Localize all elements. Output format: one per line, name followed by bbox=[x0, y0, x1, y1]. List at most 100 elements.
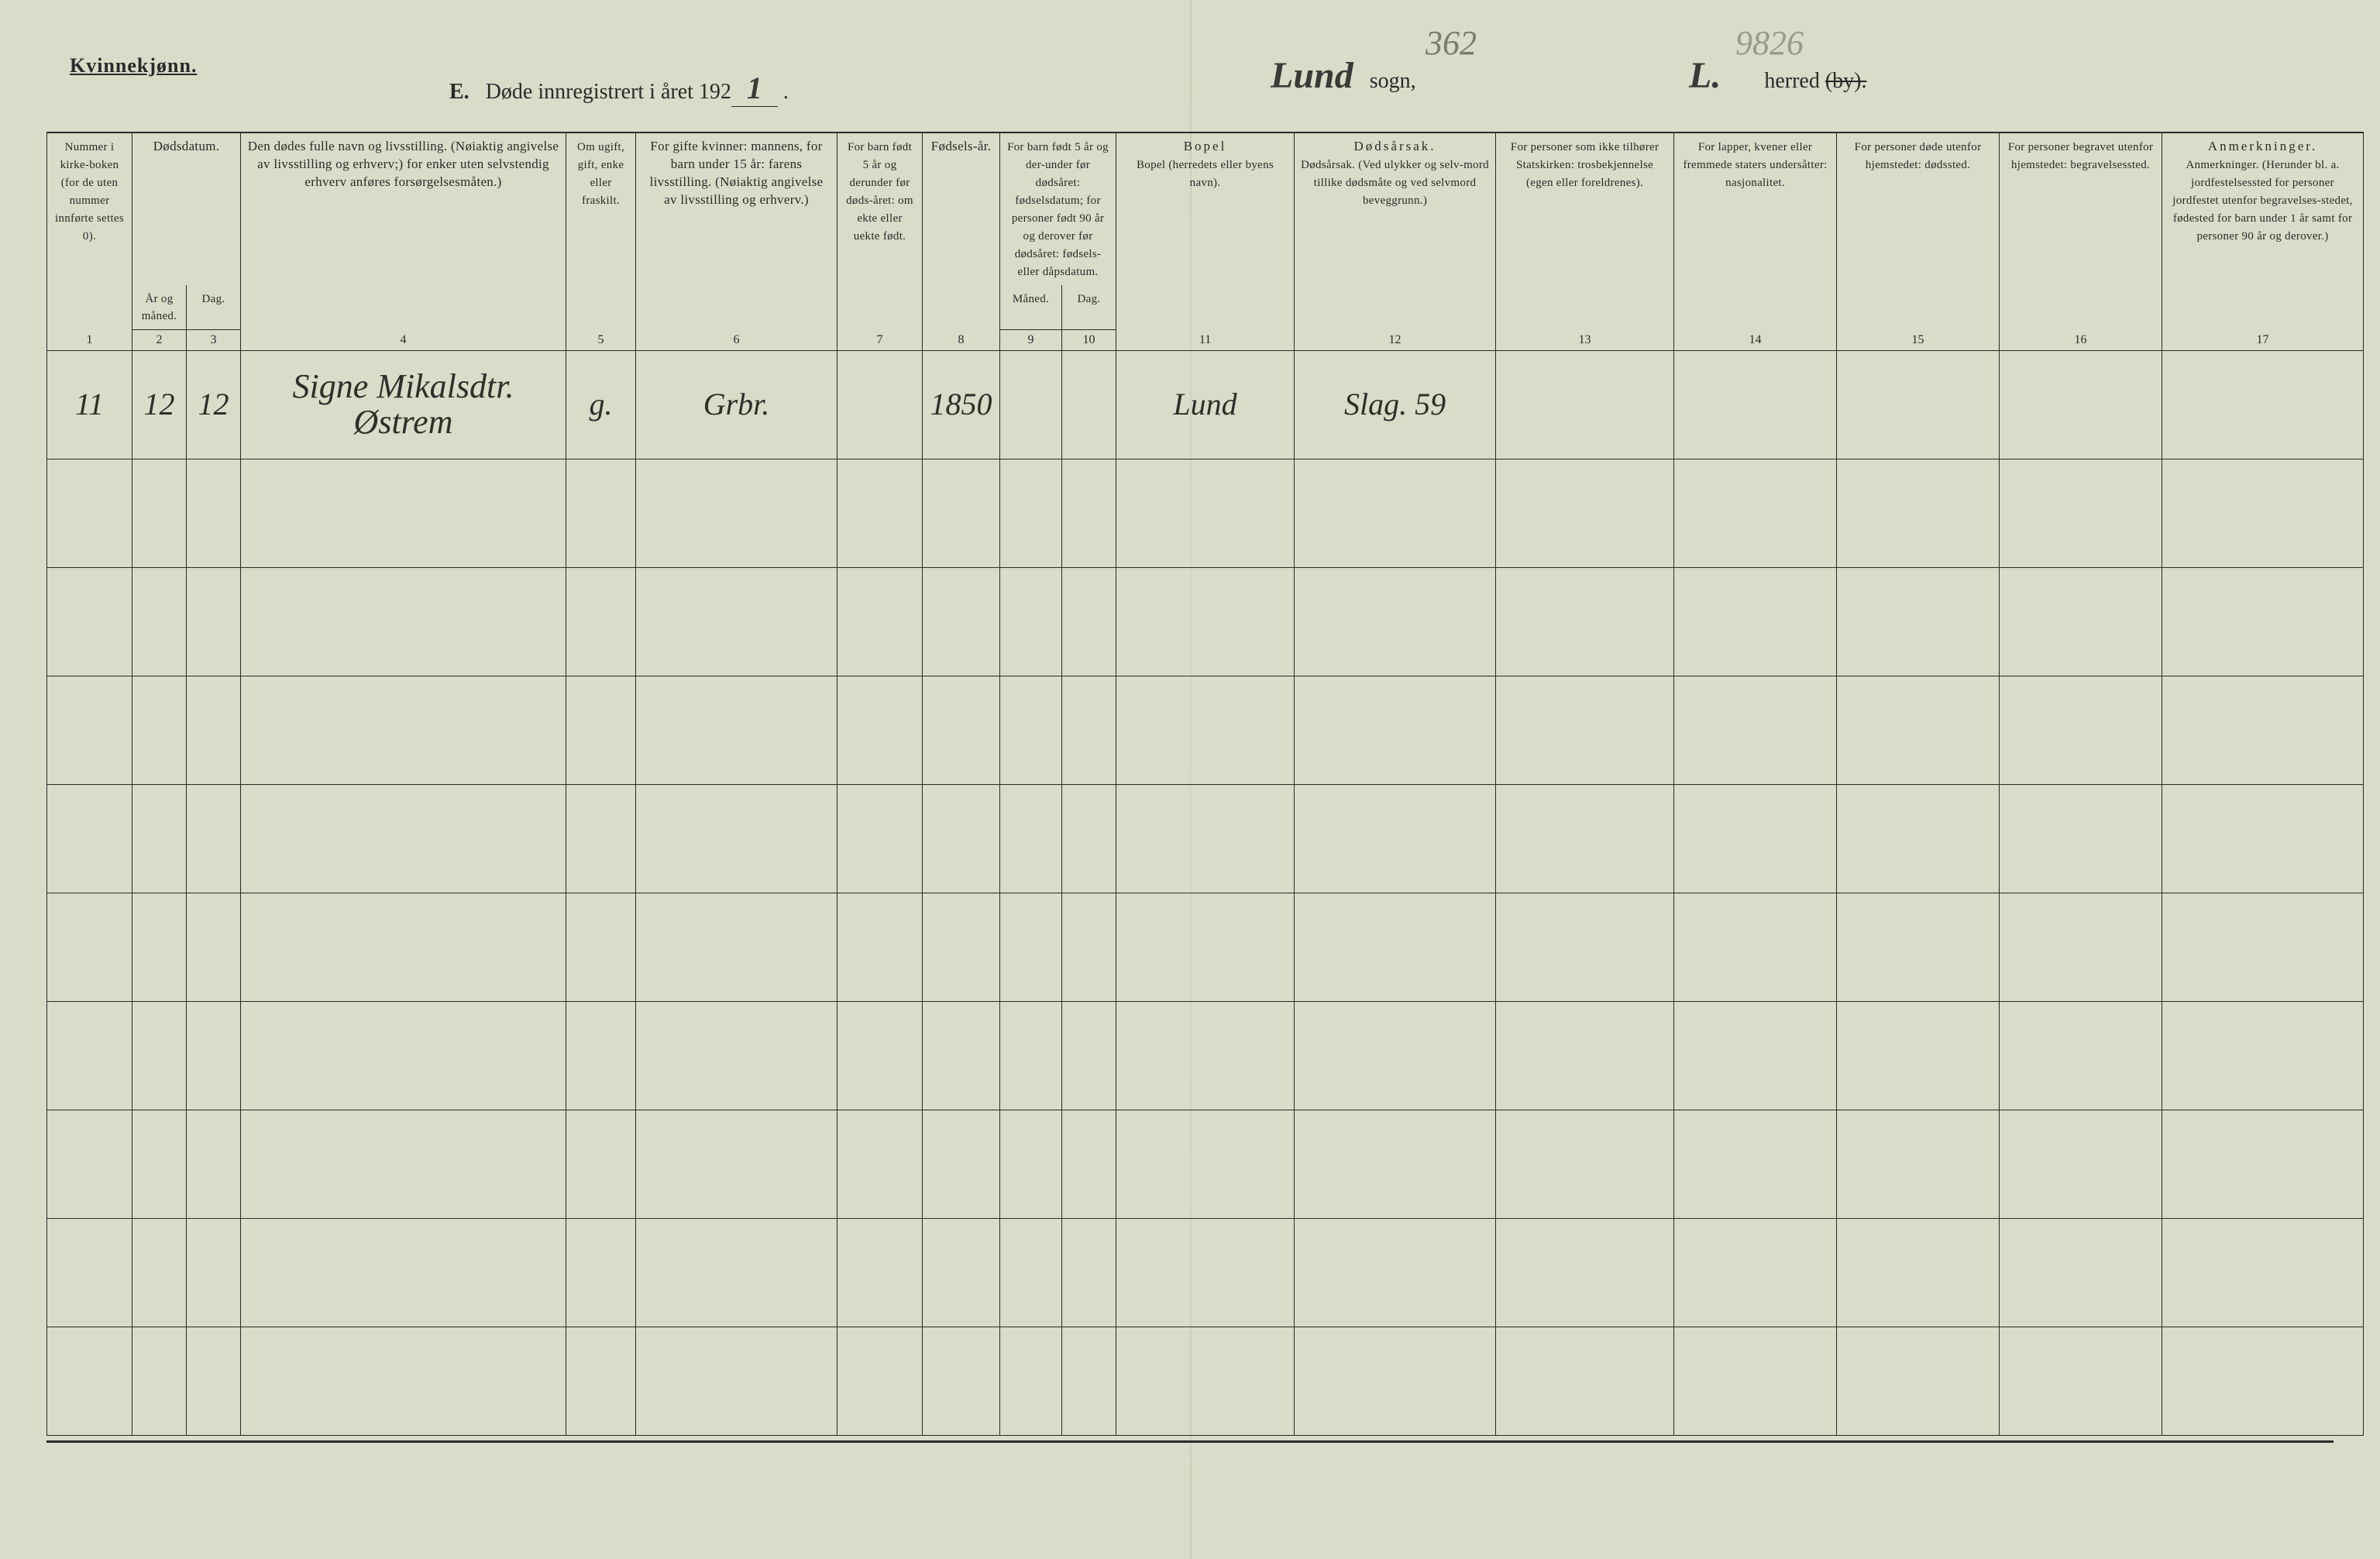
cell-c2 bbox=[132, 676, 187, 784]
cell-c17 bbox=[2162, 1001, 2364, 1110]
col-header-12: Dødsårsak.Dødsårsak. (Ved ulykker og sel… bbox=[1295, 132, 1496, 330]
cell-c15 bbox=[1837, 784, 2000, 893]
cell-c7 bbox=[837, 459, 923, 567]
cell-c9 bbox=[1000, 459, 1062, 567]
cell-c11 bbox=[1116, 459, 1295, 567]
cell-c16 bbox=[2000, 1327, 2162, 1435]
cell-c5 bbox=[566, 784, 636, 893]
table-row bbox=[47, 1327, 2364, 1435]
column-number-cell: 10 bbox=[1062, 330, 1116, 351]
column-number-cell: 17 bbox=[2162, 330, 2364, 351]
cell-c15 bbox=[1837, 567, 2000, 676]
cell-c8 bbox=[923, 1110, 1000, 1218]
col-header-2-3-group: Dødsdatum. bbox=[132, 132, 241, 285]
cell-c12 bbox=[1295, 1327, 1496, 1435]
cell-c12 bbox=[1295, 1001, 1496, 1110]
cell-c5 bbox=[566, 1327, 636, 1435]
column-number-cell: 3 bbox=[187, 330, 241, 351]
cell-c13 bbox=[1496, 459, 1674, 567]
cell-c15 bbox=[1837, 1001, 2000, 1110]
cell-c8 bbox=[923, 1001, 1000, 1110]
cell-c17 bbox=[2162, 784, 2364, 893]
cell-c6 bbox=[636, 784, 837, 893]
cell-c9 bbox=[1000, 350, 1062, 459]
cell-c4 bbox=[241, 784, 566, 893]
cell-c10 bbox=[1062, 567, 1116, 676]
cell-c16 bbox=[2000, 676, 2162, 784]
cell-c9 bbox=[1000, 1218, 1062, 1327]
cell-c13 bbox=[1496, 893, 1674, 1001]
cell-c17 bbox=[2162, 893, 2364, 1001]
table-header: Nummer i kirke-boken (for de uten nummer… bbox=[47, 132, 2364, 330]
col-header-2: År og måned. bbox=[132, 285, 187, 330]
cell-c8 bbox=[923, 567, 1000, 676]
cell-c16 bbox=[2000, 567, 2162, 676]
cell-c3 bbox=[187, 1001, 241, 1110]
cell-c3 bbox=[187, 893, 241, 1001]
ledger-table: Nummer i kirke-boken (for de uten nummer… bbox=[46, 132, 2364, 1436]
cell-c17 bbox=[2162, 459, 2364, 567]
cell-c6 bbox=[636, 893, 837, 1001]
cell-c2: 12 bbox=[132, 350, 187, 459]
cell-c10 bbox=[1062, 1327, 1116, 1435]
cell-c1 bbox=[47, 1218, 132, 1327]
cell-c12 bbox=[1295, 459, 1496, 567]
cell-c4 bbox=[241, 1110, 566, 1218]
cell-c10 bbox=[1062, 1001, 1116, 1110]
cell-c14 bbox=[1674, 1110, 1837, 1218]
cell-c7 bbox=[837, 567, 923, 676]
sogn-block: Lund sogn, bbox=[1271, 54, 1416, 97]
cell-c4 bbox=[241, 1001, 566, 1110]
col-header-6: For gifte kvinner: mannens, for barn und… bbox=[636, 132, 837, 330]
cell-c12 bbox=[1295, 1218, 1496, 1327]
cell-c15 bbox=[1837, 459, 2000, 567]
cell-c6 bbox=[636, 459, 837, 567]
col-header-8: Fødsels-år. bbox=[923, 132, 1000, 330]
cell-c6 bbox=[636, 676, 837, 784]
header: Kvinnekjønn. 362 9826 E. Døde innregistr… bbox=[46, 31, 2334, 124]
cell-c5 bbox=[566, 1218, 636, 1327]
cell-c13 bbox=[1496, 567, 1674, 676]
cell-c3 bbox=[187, 676, 241, 784]
cell-c17 bbox=[2162, 1327, 2364, 1435]
cell-c15 bbox=[1837, 893, 2000, 1001]
cell-c8: 1850 bbox=[923, 350, 1000, 459]
column-number-cell: 6 bbox=[636, 330, 837, 351]
cell-c11 bbox=[1116, 676, 1295, 784]
cell-c10 bbox=[1062, 893, 1116, 1001]
cell-c6: Grbr. bbox=[636, 350, 837, 459]
cell-c11 bbox=[1116, 784, 1295, 893]
cell-c8 bbox=[923, 459, 1000, 567]
cell-c7 bbox=[837, 1001, 923, 1110]
col-header-15: For personer døde utenfor hjemstedet: dø… bbox=[1837, 132, 2000, 330]
table-row bbox=[47, 676, 2364, 784]
column-number-cell: 9 bbox=[1000, 330, 1062, 351]
cell-c3 bbox=[187, 1218, 241, 1327]
column-number-cell: 8 bbox=[923, 330, 1000, 351]
col-header-9: Måned. bbox=[1000, 285, 1062, 330]
herred-label: herred bbox=[1764, 69, 1820, 93]
table-row bbox=[47, 567, 2364, 676]
cell-c11 bbox=[1116, 893, 1295, 1001]
column-number-row: 1234567891011121314151617 bbox=[47, 330, 2364, 351]
table-row bbox=[47, 1001, 2364, 1110]
cell-c13 bbox=[1496, 350, 1674, 459]
cell-c3 bbox=[187, 1327, 241, 1435]
cell-c15 bbox=[1837, 350, 2000, 459]
column-number-cell: 1 bbox=[47, 330, 132, 351]
gender-label: Kvinnekjønn. bbox=[70, 54, 197, 77]
cell-c14 bbox=[1674, 784, 1837, 893]
cell-c7 bbox=[837, 1327, 923, 1435]
section-letter: E. bbox=[449, 80, 469, 104]
cell-c14 bbox=[1674, 676, 1837, 784]
cell-c15 bbox=[1837, 1218, 2000, 1327]
cell-c16 bbox=[2000, 893, 2162, 1001]
cell-c7 bbox=[837, 893, 923, 1001]
cell-c12: Slag. 59 bbox=[1295, 350, 1496, 459]
cell-c1 bbox=[47, 567, 132, 676]
cell-c1: 11 bbox=[47, 350, 132, 459]
cell-c10 bbox=[1062, 676, 1116, 784]
cell-c2 bbox=[132, 1327, 187, 1435]
column-number-cell: 13 bbox=[1496, 330, 1674, 351]
cell-c16 bbox=[2000, 459, 2162, 567]
